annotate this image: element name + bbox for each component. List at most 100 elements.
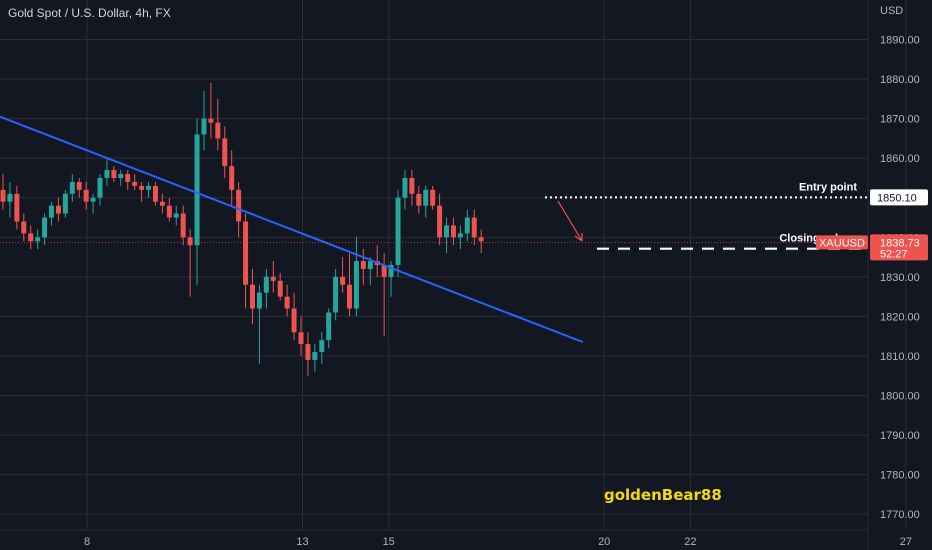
candle[interactable] [166,197,172,222]
candle-body [347,284,352,309]
candle[interactable] [347,253,352,317]
candle[interactable] [249,268,255,325]
candle[interactable] [277,272,283,301]
candle-body [464,217,470,234]
candle[interactable] [263,268,269,309]
candle[interactable] [118,170,124,186]
candle-body [76,181,82,190]
candle[interactable] [319,332,325,364]
candle[interactable] [416,185,422,214]
candle[interactable] [208,83,214,139]
candle[interactable] [423,185,429,218]
candle[interactable] [14,185,20,230]
candle[interactable] [194,118,200,285]
candle[interactable] [111,166,117,182]
candle[interactable] [42,213,48,246]
candle[interactable] [55,197,61,222]
price-tag-entry: 1850.10 [870,189,928,206]
candle[interactable] [298,316,304,356]
candle[interactable] [367,257,373,285]
candle[interactable] [457,225,463,250]
candle[interactable] [437,193,443,246]
candle[interactable] [215,98,221,151]
candle[interactable] [97,174,103,206]
candle[interactable] [243,213,249,309]
level-label-entry: Entry point [799,181,857,193]
candle[interactable] [409,170,415,206]
y-tick-label: 1890.00 [880,35,920,47]
candle[interactable] [229,150,235,206]
y-tick-label: 1780.00 [880,470,920,482]
candle[interactable] [340,257,346,293]
candle[interactable] [0,174,6,210]
candle-body [471,217,477,238]
candle[interactable] [291,292,297,341]
candle[interactable] [7,181,13,218]
candle[interactable] [76,177,82,198]
candle[interactable] [90,193,96,214]
y-tick-label: 1810.00 [880,351,920,363]
candle[interactable] [270,261,276,293]
candle[interactable] [402,170,408,210]
candle[interactable] [444,217,450,254]
candle[interactable] [395,189,401,277]
candle-body [146,185,152,190]
candle[interactable] [381,253,387,337]
candle[interactable] [152,181,158,206]
candlestick-series[interactable] [0,83,484,376]
candle[interactable] [62,189,68,218]
candle[interactable] [326,308,332,349]
symbol-tag: XAUUSD [816,235,868,250]
candle[interactable] [256,284,262,364]
candle-body [201,118,207,135]
candle[interactable] [28,225,34,250]
candle[interactable] [471,209,477,246]
svg-text:XAUUSD: XAUUSD [819,237,865,249]
last-price-value: 1838.73 [880,237,920,249]
candle[interactable] [49,201,55,226]
candle[interactable] [187,229,193,297]
candle-body [7,193,13,202]
candle[interactable] [132,174,138,190]
candle[interactable] [353,237,359,317]
candle[interactable] [201,90,207,151]
candle[interactable] [333,268,339,321]
candle[interactable] [69,174,75,202]
candle[interactable] [180,205,186,246]
candle[interactable] [305,332,311,376]
candle[interactable] [173,205,179,226]
candle[interactable] [284,284,290,317]
arrow-annotation[interactable] [557,200,583,242]
candle[interactable] [159,193,165,214]
time-axis[interactable]: 8131520222729Ju [0,529,932,548]
candle[interactable] [312,344,318,372]
candle[interactable] [464,209,470,242]
y-tick-label: 1830.00 [880,272,920,284]
candle[interactable] [478,229,484,254]
candle-body [159,201,165,206]
candle-body [69,181,75,194]
x-tick-label: 13 [296,536,308,548]
candle[interactable] [360,249,366,285]
trendline[interactable] [0,115,584,344]
candle-body [194,134,200,246]
candle[interactable] [222,126,228,178]
candle-body [152,185,158,202]
candle-body [97,177,103,198]
candle[interactable] [21,213,27,242]
candle[interactable] [35,229,41,250]
candle-body [55,205,61,214]
candle-body [83,189,89,202]
candle[interactable] [104,158,110,186]
candle[interactable] [83,181,89,210]
candle[interactable] [146,181,152,198]
candle-body [243,221,249,285]
candle[interactable] [125,170,131,190]
candle-body [222,138,228,167]
candle[interactable] [139,181,145,202]
candle-body [333,276,339,313]
candle[interactable] [430,185,436,210]
trendline-layer[interactable] [0,115,584,344]
candle[interactable] [450,217,456,246]
